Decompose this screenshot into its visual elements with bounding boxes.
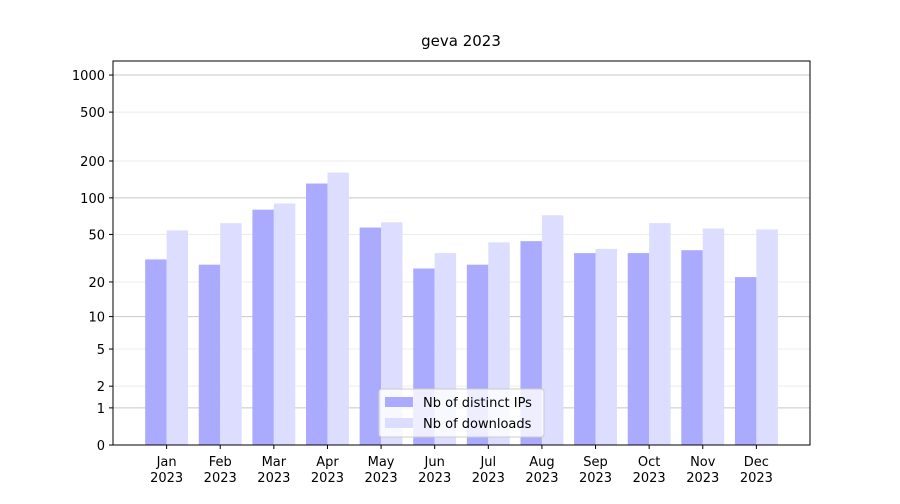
bar: [220, 223, 242, 445]
bar: [627, 253, 650, 445]
x-tick-label: 2023: [525, 471, 558, 486]
y-tick-label: 10: [88, 311, 105, 326]
bar: [359, 227, 382, 445]
legend-swatch: [385, 418, 413, 428]
y-tick-label: 1000: [72, 69, 105, 84]
x-tick-label: Nov: [690, 455, 716, 470]
bar: [702, 228, 725, 445]
x-tick-label: 2023: [257, 471, 290, 486]
bar: [734, 277, 757, 445]
bar: [198, 264, 221, 445]
bar: [145, 259, 167, 445]
x-tick-label: 2023: [311, 471, 344, 486]
bar: [273, 203, 296, 445]
bar: [595, 248, 617, 445]
x-tick-label: 2023: [740, 471, 773, 486]
y-tick-label: 0: [97, 439, 105, 454]
plot-frame: [112, 60, 811, 446]
x-tick-label: Aug: [529, 455, 554, 470]
bar: [327, 172, 349, 445]
y-tick-label: 5: [97, 343, 105, 358]
bar: [252, 209, 274, 445]
chart-title: geva 2023: [421, 32, 501, 50]
y-tick-label: 2: [97, 380, 105, 395]
x-tick-label: 2023: [418, 471, 451, 486]
x-tick-label: Dec: [744, 455, 769, 470]
x-tick-label: Jul: [479, 455, 496, 470]
y-tick-label: 50: [88, 228, 105, 243]
legend-label: Nb of downloads: [423, 417, 532, 432]
x-tick-label: 2023: [686, 471, 719, 486]
legend-box: [378, 388, 545, 438]
bar: [541, 215, 564, 445]
bar: [756, 229, 778, 445]
bar: [166, 230, 189, 445]
x-tick-label: Mar: [262, 455, 287, 470]
x-tick-label: Feb: [209, 455, 232, 470]
x-tick-label: 2023: [633, 471, 666, 486]
x-tick-label: 2023: [150, 471, 183, 486]
bar: [681, 250, 703, 445]
bar: [574, 253, 596, 445]
legend-label: Nb of distinct IPs: [423, 396, 532, 411]
x-tick-label: Jun: [424, 455, 445, 470]
x-tick-label: Oct: [638, 455, 660, 470]
x-tick-label: 2023: [472, 471, 505, 486]
y-tick-label: 1: [97, 402, 105, 417]
y-tick-label: 20: [88, 276, 105, 291]
y-tick-label: 500: [80, 106, 105, 121]
x-tick-label: Jan: [156, 455, 177, 470]
x-tick-label: Apr: [316, 455, 339, 470]
y-tick-label: 200: [80, 155, 105, 170]
bar: [306, 183, 328, 446]
x-tick-label: 2023: [365, 471, 398, 486]
x-tick-label: Sep: [583, 455, 608, 470]
bar: [649, 223, 671, 445]
y-tick-label: 100: [80, 192, 105, 207]
x-tick-label: May: [368, 455, 395, 470]
legend-swatch: [385, 397, 413, 407]
x-tick-label: 2023: [204, 471, 237, 486]
x-tick-label: 2023: [579, 471, 612, 486]
